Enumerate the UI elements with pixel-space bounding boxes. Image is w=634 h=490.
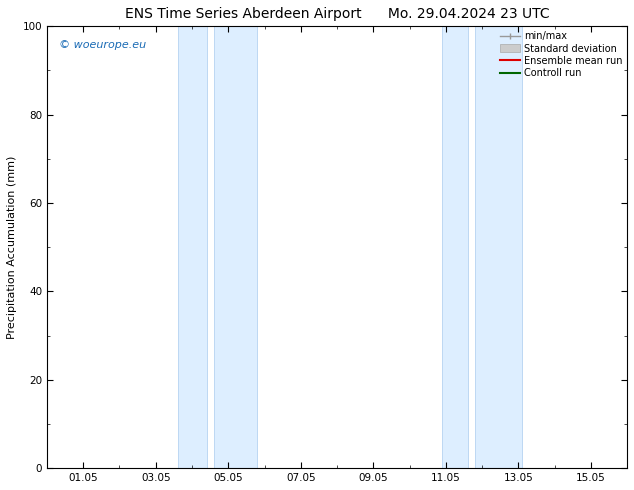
Y-axis label: Precipitation Accumulation (mm): Precipitation Accumulation (mm) [7, 155, 17, 339]
Legend: min/max, Standard deviation, Ensemble mean run, Controll run: min/max, Standard deviation, Ensemble me… [498, 29, 624, 80]
Bar [214, 26, 257, 468]
Text: © woeurope.eu: © woeurope.eu [58, 40, 146, 49]
Bar [475, 26, 522, 468]
Bar [442, 26, 467, 468]
Bar [178, 26, 207, 468]
Title: ENS Time Series Aberdeen Airport      Mo. 29.04.2024 23 UTC: ENS Time Series Aberdeen Airport Mo. 29.… [125, 7, 549, 21]
